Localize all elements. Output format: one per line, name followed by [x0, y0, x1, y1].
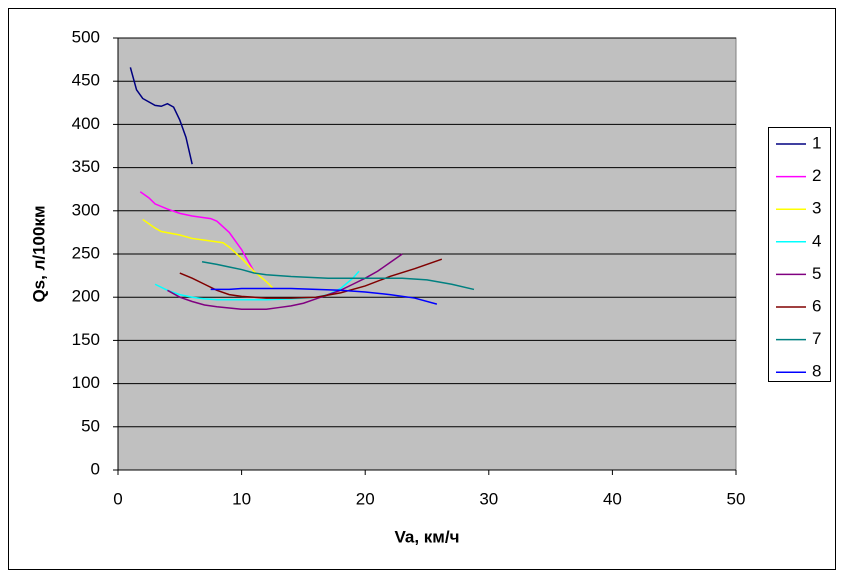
legend-label: 7 — [812, 329, 821, 348]
legend-label: 4 — [812, 231, 821, 250]
x-tick-label: 50 — [727, 489, 746, 508]
y-tick-label: 450 — [72, 71, 100, 90]
y-tick-label: 400 — [72, 114, 100, 133]
series-line — [167, 253, 403, 311]
series-line — [139, 191, 255, 272]
x-tick-label: 10 — [232, 489, 251, 508]
x-tick-label: 40 — [603, 489, 622, 508]
legend-label: 3 — [812, 199, 821, 218]
legend-label: 1 — [812, 133, 821, 152]
x-axis-title: Va, км/ч — [395, 527, 460, 546]
y-tick-label: 300 — [72, 200, 100, 219]
series-line — [201, 261, 475, 291]
y-tick-label: 250 — [72, 243, 100, 262]
legend-label: 8 — [812, 362, 821, 381]
series-line — [129, 67, 193, 165]
y-axis-title: Qs, л/100км — [29, 205, 48, 302]
y-tick-label: 500 — [72, 27, 100, 46]
legend-label: 2 — [812, 166, 821, 185]
series-line — [210, 287, 438, 305]
y-tick-label: 200 — [72, 287, 100, 306]
legend-label: 5 — [812, 264, 821, 283]
x-tick-label: 0 — [113, 489, 122, 508]
y-tick-label: 350 — [72, 157, 100, 176]
x-tick-label: 20 — [356, 489, 375, 508]
y-tick-label: 150 — [72, 330, 100, 349]
x-tick-label: 30 — [479, 489, 498, 508]
y-tick-label: 100 — [72, 373, 100, 392]
y-tick-label: 0 — [91, 459, 100, 478]
y-tick-label: 50 — [81, 416, 100, 435]
legend-label: 6 — [812, 296, 821, 315]
